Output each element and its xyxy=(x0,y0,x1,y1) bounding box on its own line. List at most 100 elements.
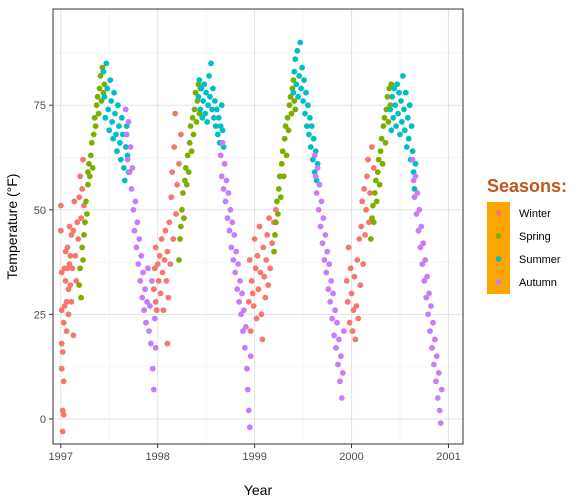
point-autumn xyxy=(428,303,434,309)
point-summer xyxy=(108,98,115,104)
point-summer xyxy=(199,114,206,121)
point-spring xyxy=(178,223,184,230)
point-winter xyxy=(167,261,174,267)
point-autumn xyxy=(220,186,227,192)
point-winter xyxy=(245,298,252,305)
point-winter xyxy=(60,411,67,418)
point-winter xyxy=(171,144,178,150)
point-summer xyxy=(301,77,307,83)
point-winter xyxy=(66,261,73,267)
point-autumn xyxy=(334,319,340,326)
point-winter xyxy=(359,198,366,205)
point-summer xyxy=(412,160,419,167)
point-spring xyxy=(192,89,199,96)
legend-key-summer xyxy=(495,256,502,262)
point-summer xyxy=(307,144,314,150)
point-autumn xyxy=(322,232,329,238)
point-summer xyxy=(293,81,300,88)
point-winter xyxy=(364,173,370,180)
point-winter xyxy=(69,265,76,272)
point-autumn xyxy=(415,227,422,234)
point-summer xyxy=(290,89,297,96)
point-autumn xyxy=(429,344,435,351)
point-spring xyxy=(78,294,84,301)
point-autumn xyxy=(225,190,232,196)
point-autumn xyxy=(425,311,431,318)
point-summer xyxy=(116,123,122,129)
point-autumn xyxy=(436,407,443,414)
point-winter xyxy=(251,236,258,242)
point-winter xyxy=(63,298,70,305)
point-autumn xyxy=(318,198,325,205)
point-spring xyxy=(101,81,108,88)
point-winter xyxy=(70,332,77,339)
point-spring xyxy=(281,135,288,142)
point-winter xyxy=(161,257,168,263)
point-winter xyxy=(77,173,83,180)
point-spring xyxy=(86,173,93,180)
point-summer xyxy=(215,114,222,121)
point-spring xyxy=(382,139,389,146)
point-spring xyxy=(184,152,191,159)
point-winter xyxy=(59,349,66,355)
point-spring xyxy=(274,198,280,205)
point-autumn xyxy=(226,227,233,234)
point-winter xyxy=(164,340,171,347)
point-summer xyxy=(314,160,321,167)
point-autumn xyxy=(329,315,335,322)
point-spring xyxy=(189,114,196,121)
point-spring xyxy=(273,219,279,226)
point-autumn xyxy=(417,244,424,251)
point-spring xyxy=(98,98,105,104)
point-summer xyxy=(404,114,411,121)
point-winter xyxy=(62,278,69,284)
point-winter xyxy=(79,186,85,192)
point-autumn xyxy=(142,286,149,293)
point-summer xyxy=(291,68,298,75)
point-spring xyxy=(279,148,286,155)
point-spring xyxy=(97,73,104,79)
point-spring xyxy=(92,123,99,129)
point-winter xyxy=(57,202,64,209)
point-autumn xyxy=(144,298,150,305)
point-autumn xyxy=(416,206,423,213)
point-winter xyxy=(260,244,267,251)
point-winter xyxy=(263,257,270,263)
point-summer xyxy=(305,102,311,109)
point-autumn xyxy=(221,160,228,167)
point-summer xyxy=(201,81,208,88)
point-winter xyxy=(67,252,74,259)
point-autumn xyxy=(421,278,428,284)
point-summer xyxy=(292,56,299,63)
point-spring xyxy=(87,152,94,159)
point-winter xyxy=(59,428,66,435)
point-autumn xyxy=(321,257,328,263)
point-spring xyxy=(179,206,185,213)
point-spring xyxy=(378,135,385,142)
point-winter xyxy=(178,131,184,138)
point-summer xyxy=(395,110,401,117)
point-autumn xyxy=(438,386,445,393)
point-autumn xyxy=(150,386,157,393)
point-summer xyxy=(103,60,110,67)
point-summer xyxy=(117,139,123,146)
point-autumn xyxy=(140,269,147,276)
point-autumn xyxy=(324,248,331,255)
point-autumn xyxy=(242,344,248,351)
point-winter xyxy=(71,198,78,205)
y-axis-title: Temperature (°F) xyxy=(4,174,20,280)
point-winter xyxy=(164,248,171,255)
point-spring xyxy=(94,93,101,100)
point-spring xyxy=(388,81,395,88)
point-spring xyxy=(291,98,298,104)
point-autumn xyxy=(427,328,433,334)
point-spring xyxy=(283,152,290,159)
x-tick-label: 2000 xyxy=(339,451,363,463)
point-winter xyxy=(267,265,273,272)
point-autumn xyxy=(223,177,230,184)
point-winter xyxy=(351,273,358,280)
point-autumn xyxy=(435,370,442,376)
point-winter xyxy=(150,286,157,293)
point-summer xyxy=(398,98,404,104)
x-tick-label: 2001 xyxy=(436,451,460,463)
